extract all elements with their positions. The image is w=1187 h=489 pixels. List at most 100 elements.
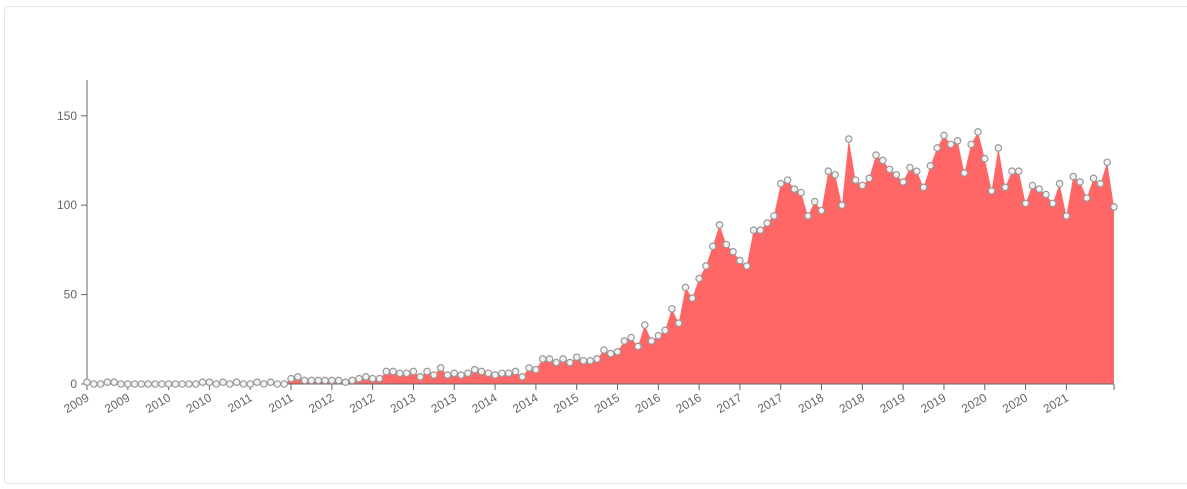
point xyxy=(579,356,588,365)
point xyxy=(90,380,98,388)
point xyxy=(776,179,785,188)
point xyxy=(742,262,751,270)
point xyxy=(790,185,799,193)
point xyxy=(137,380,146,388)
y-tick-label: 150 xyxy=(57,109,77,123)
card xyxy=(4,6,1187,484)
point xyxy=(878,156,887,165)
x-tick-label: 2009 xyxy=(61,390,91,416)
point xyxy=(1035,185,1043,193)
point xyxy=(532,365,540,374)
point xyxy=(491,371,499,379)
point xyxy=(960,169,969,177)
y-tick-label: 100 xyxy=(57,198,77,212)
point xyxy=(763,219,771,227)
x-tick-label: 2015 xyxy=(551,390,581,416)
point xyxy=(96,380,105,388)
point xyxy=(810,197,819,206)
point xyxy=(885,165,894,174)
point xyxy=(477,367,486,376)
point xyxy=(484,369,493,378)
x-tick-label: 2016 xyxy=(673,390,703,416)
point xyxy=(355,374,363,383)
x-tick-label: 2009 xyxy=(102,390,132,416)
point xyxy=(1014,167,1023,176)
point xyxy=(858,181,867,190)
point xyxy=(110,378,119,387)
point xyxy=(906,163,914,172)
point xyxy=(695,274,703,283)
point xyxy=(402,369,411,378)
point xyxy=(151,380,159,388)
point xyxy=(103,378,112,387)
point xyxy=(117,380,125,388)
point xyxy=(912,167,921,176)
point xyxy=(586,356,595,365)
point xyxy=(341,378,350,387)
point xyxy=(409,367,418,376)
y-tick-label: 0 xyxy=(70,377,77,391)
point xyxy=(770,212,778,220)
point xyxy=(668,305,676,313)
point xyxy=(1062,212,1071,220)
point xyxy=(940,131,948,140)
point xyxy=(593,355,601,363)
point xyxy=(600,346,608,354)
point xyxy=(158,380,166,388)
point xyxy=(926,162,935,170)
point xyxy=(824,167,833,176)
point xyxy=(613,348,622,356)
point xyxy=(967,140,975,149)
point xyxy=(838,201,846,209)
point xyxy=(300,376,309,385)
point xyxy=(729,247,737,256)
x-tick-label: 2013 xyxy=(429,390,459,416)
x-tick-label: 2018 xyxy=(796,390,826,416)
point xyxy=(1096,179,1105,188)
point xyxy=(783,176,792,184)
x-tick-label: 2014 xyxy=(469,390,499,416)
point xyxy=(804,212,812,220)
x-tick-label: 2012 xyxy=(306,390,336,416)
point xyxy=(933,144,941,152)
point xyxy=(1069,172,1077,181)
point xyxy=(538,355,547,363)
point xyxy=(266,378,275,387)
point xyxy=(1042,190,1050,199)
point xyxy=(416,373,425,381)
point xyxy=(498,369,506,378)
y-tick-label: 50 xyxy=(64,288,78,302)
point xyxy=(423,367,431,376)
point xyxy=(205,378,214,387)
point xyxy=(511,367,520,376)
point xyxy=(253,378,261,387)
x-tick-label: 2015 xyxy=(592,390,622,416)
point xyxy=(171,380,180,388)
x-tick-label: 2018 xyxy=(837,390,867,416)
point xyxy=(130,380,139,388)
x-tick-label: 2017 xyxy=(755,390,785,416)
point xyxy=(566,358,574,367)
point xyxy=(1001,183,1009,192)
point xyxy=(892,170,901,179)
point xyxy=(1076,178,1084,186)
point xyxy=(994,144,1003,152)
point xyxy=(396,369,404,378)
point xyxy=(287,374,295,383)
point xyxy=(464,369,472,378)
point xyxy=(525,364,533,372)
point xyxy=(708,242,717,251)
point xyxy=(749,226,758,235)
point xyxy=(1021,199,1030,208)
point xyxy=(702,262,710,270)
point xyxy=(1103,158,1111,167)
x-tick-label: 2014 xyxy=(510,390,540,416)
x-tick-label: 2020 xyxy=(1000,390,1030,416)
point xyxy=(280,380,289,388)
point xyxy=(382,367,391,376)
point xyxy=(375,374,384,383)
point xyxy=(919,183,928,192)
point xyxy=(307,376,316,385)
point xyxy=(844,135,853,143)
point xyxy=(987,187,996,195)
